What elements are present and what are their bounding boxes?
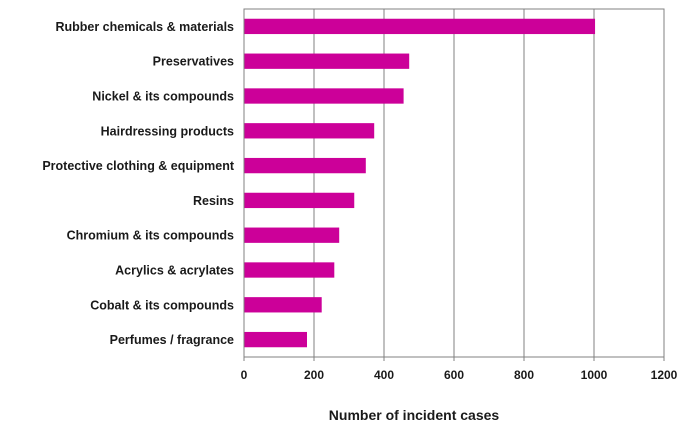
category-label: Nickel & its compounds [92,90,234,104]
category-labels: Rubber chemicals & materials Preservative… [42,20,235,347]
plot-frame [243,8,665,358]
category-label: Perfumes / fragrance [110,333,234,347]
category-label: Hairdressing products [101,124,234,138]
bar [244,192,355,209]
bar [244,297,322,313]
bar [244,331,307,348]
bar [244,88,404,104]
x-tick-label: 1000 [581,368,608,382]
bar [244,157,366,174]
category-label: Resins [193,194,234,208]
x-tick-label: 400 [374,368,394,382]
bars [244,18,596,348]
bar [244,18,596,35]
bar [244,123,375,139]
category-label: Preservatives [153,55,234,69]
category-label: Cobalt & its compounds [90,298,234,312]
x-axis-title: Number of incident cases [329,407,500,423]
x-tick-label: 800 [514,368,534,382]
x-tick-label: 600 [444,368,464,382]
x-tick-label: 0 [241,368,248,382]
category-label: Rubber chemicals & materials [55,20,234,34]
category-label: Protective clothing & equipment [42,159,235,173]
x-tick-label: 1200 [651,368,678,382]
bar [244,262,335,278]
bar [244,227,340,243]
category-label: Acrylics & acrylates [115,264,234,278]
bar [244,53,410,69]
x-tick-labels: 0 200 400 600 800 1000 1200 [241,368,678,382]
category-label: Chromium & its compounds [67,229,234,243]
x-tick-label: 200 [304,368,324,382]
